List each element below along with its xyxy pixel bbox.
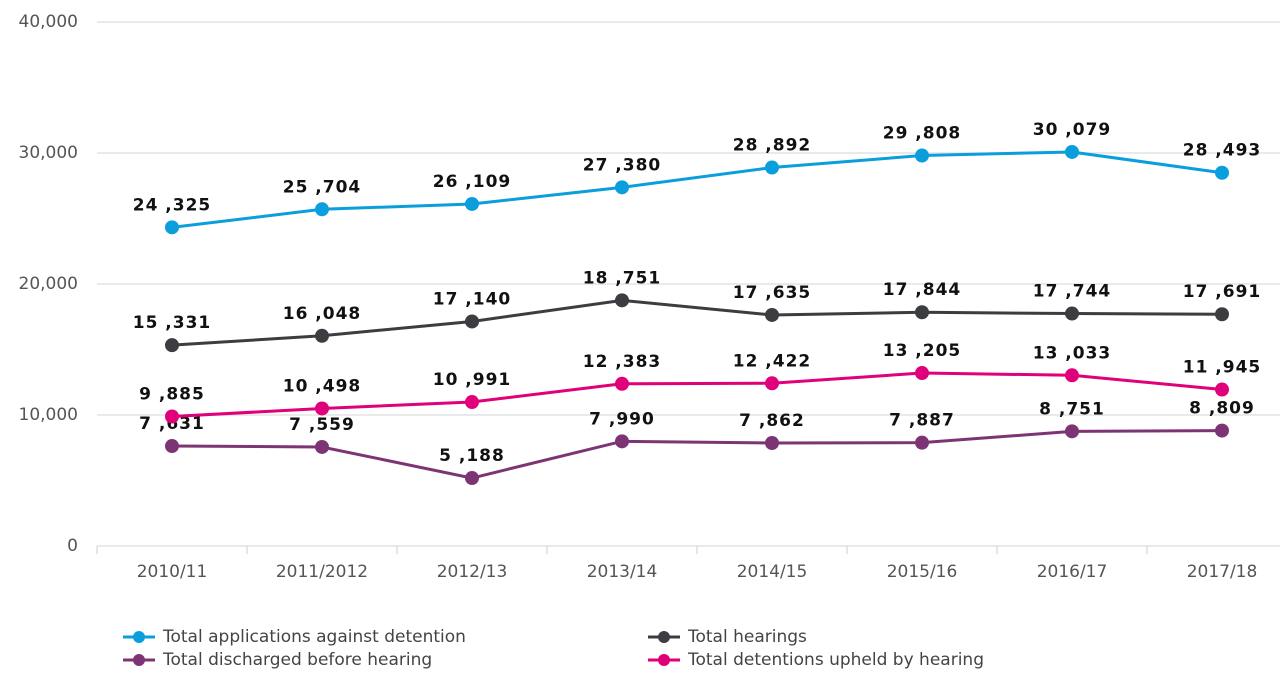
value-label: 24 ,325 [133, 195, 212, 215]
point [1215, 307, 1229, 322]
value-label: 11 ,945 [1183, 358, 1262, 378]
value-label: 17 ,744 [1033, 282, 1112, 302]
point [165, 439, 179, 454]
legend-swatch [133, 654, 145, 666]
point [165, 338, 179, 353]
legend-label: Total detentions upheld by hearing [687, 650, 984, 670]
point [765, 376, 779, 391]
point [315, 439, 329, 454]
point [315, 202, 329, 217]
x-tick-label: 2015/16 [887, 562, 958, 582]
value-label: 17 ,635 [733, 283, 812, 303]
value-label: 13 ,033 [1033, 343, 1112, 363]
point [615, 376, 629, 391]
value-label: 7 ,862 [739, 411, 805, 431]
point [765, 436, 779, 451]
legend-label: Total discharged before hearing [162, 650, 432, 670]
value-label: 8 ,751 [1039, 399, 1105, 419]
value-label: 17 ,691 [1183, 282, 1262, 302]
series-line [171, 371, 1223, 419]
point [915, 366, 929, 381]
point [1215, 382, 1229, 397]
value-label: 17 ,140 [433, 289, 512, 309]
point [1215, 423, 1229, 438]
point [1065, 306, 1079, 321]
value-label: 28 ,493 [1183, 141, 1262, 161]
point [315, 328, 329, 343]
point [915, 148, 929, 163]
value-label: 13 ,205 [883, 341, 962, 361]
point [615, 434, 629, 449]
point [165, 220, 179, 235]
point [465, 471, 479, 486]
point [165, 409, 179, 424]
value-label: 26 ,109 [433, 172, 512, 192]
point [915, 435, 929, 450]
point [765, 307, 779, 322]
legend-swatch [658, 631, 670, 643]
point [465, 314, 479, 329]
point [615, 293, 629, 308]
x-tick-label: 2012/13 [437, 562, 508, 582]
value-label: 29 ,808 [883, 124, 962, 144]
x-tick-label: 2016/17 [1037, 562, 1108, 582]
x-tick-label: 2017/18 [1187, 562, 1258, 582]
y-tick-label: 40,000 [19, 12, 78, 32]
point [1215, 165, 1229, 180]
value-label: 17 ,844 [883, 280, 962, 300]
value-label: 10 ,991 [433, 370, 512, 390]
x-tick-label: 2011/2012 [276, 562, 368, 582]
legend-swatch [658, 654, 670, 666]
point [1065, 144, 1079, 159]
point [315, 401, 329, 416]
y-tick-label: 10,000 [19, 405, 78, 425]
point [1065, 368, 1079, 383]
value-label: 5 ,188 [439, 446, 505, 466]
value-label: 28 ,892 [733, 136, 812, 156]
series-line [171, 150, 1223, 229]
legend-swatch [133, 631, 145, 643]
y-tick-label: 20,000 [19, 274, 78, 294]
value-label: 10 ,498 [283, 376, 362, 396]
point [615, 180, 629, 195]
point [915, 305, 929, 320]
legend-label: Total applications against detention [162, 627, 466, 647]
value-label: 16 ,048 [283, 304, 362, 324]
value-label: 7 ,887 [889, 411, 955, 431]
series-line [171, 429, 1223, 480]
y-tick-label: 0 [67, 536, 78, 556]
value-label: 15 ,331 [133, 313, 212, 333]
x-tick-label: 2014/15 [737, 562, 808, 582]
series-line [171, 298, 1223, 347]
value-label: 7 ,631 [139, 414, 205, 434]
value-label: 9 ,885 [139, 385, 205, 405]
point [465, 395, 479, 410]
point [465, 196, 479, 211]
value-label: 7 ,559 [289, 415, 355, 435]
value-label: 8 ,809 [1189, 399, 1255, 419]
value-label: 30 ,079 [1033, 120, 1112, 140]
x-tick-label: 2013/14 [587, 562, 658, 582]
value-label: 25 ,704 [283, 177, 362, 197]
legend-label: Total hearings [687, 627, 807, 647]
x-tick-label: 2010/11 [137, 562, 208, 582]
point [765, 160, 779, 175]
value-label: 27 ,380 [583, 155, 662, 175]
value-label: 18 ,751 [583, 268, 662, 288]
point [1065, 424, 1079, 439]
y-tick-label: 30,000 [19, 143, 78, 163]
value-label: 12 ,422 [733, 351, 812, 371]
value-label: 7 ,990 [589, 409, 655, 429]
value-label: 12 ,383 [583, 352, 662, 372]
